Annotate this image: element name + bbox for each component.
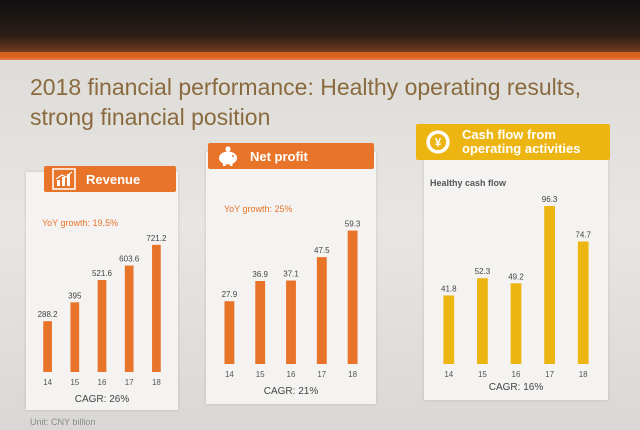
tick-label-17: 17 xyxy=(317,370,326,379)
tick-label-18: 18 xyxy=(152,378,161,387)
tick-label-16: 16 xyxy=(287,370,296,379)
cash-flow-cagr: CAGR: 16% xyxy=(488,382,544,393)
value-label-17: 603.6 xyxy=(119,255,140,264)
value-label-16: 49.2 xyxy=(508,272,524,281)
tick-label-16: 16 xyxy=(512,370,521,379)
net-profit-header: Net profit xyxy=(208,143,374,169)
value-label-18: 59.3 xyxy=(345,220,361,229)
tick-label-15: 15 xyxy=(70,378,79,387)
cash-flow-header: ¥ Cash flow from operating activities xyxy=(416,124,610,160)
slide-top-accent xyxy=(0,52,640,60)
tick-label-14: 14 xyxy=(225,370,234,379)
tick-label-17: 17 xyxy=(545,370,554,379)
cash-flow-subtitle: Healthy cash flow xyxy=(430,178,507,188)
bar-15 xyxy=(477,278,488,364)
bar-17 xyxy=(316,257,327,364)
value-label-18: 721.2 xyxy=(146,234,167,243)
value-label-15: 52.3 xyxy=(475,267,491,276)
bar-18 xyxy=(347,230,358,364)
net-profit-title: Net profit xyxy=(250,148,308,164)
net-profit-panel: YoY growth: 25% 27.9 14 36.9 15 37.1 16 47.5 17… xyxy=(206,152,376,404)
value-label-14: 41.8 xyxy=(441,284,457,293)
piggy-bank-icon xyxy=(219,146,237,166)
bar-17 xyxy=(544,206,555,364)
tick-label-15: 15 xyxy=(256,370,265,379)
bar-17 xyxy=(124,265,134,372)
bar-14 xyxy=(43,321,52,372)
revenue-cagr: CAGR: 26% xyxy=(74,394,130,405)
tick-label-14: 14 xyxy=(444,370,453,379)
coins-icon: ¥ xyxy=(426,130,450,154)
unit-footnote: Unit: CNY billion xyxy=(30,417,96,427)
net-profit-bar-chart: 27.9 14 36.9 15 37.1 16 47.5 17 59.3 18 xyxy=(222,220,361,379)
revenue-panel: YoY growth: 19.5% 288.2 14 395 15 521.6 16 603… xyxy=(26,172,178,410)
bar-14 xyxy=(443,295,455,364)
tick-label-18: 18 xyxy=(579,370,588,379)
tick-label-17: 17 xyxy=(125,378,134,387)
bar-chart-icon xyxy=(52,168,76,190)
bar-14 xyxy=(224,301,235,364)
value-label-17: 96.3 xyxy=(542,195,558,204)
projector-frame xyxy=(0,0,640,58)
bar-18 xyxy=(577,241,589,364)
revenue-subtitle: YoY growth: 19.5% xyxy=(42,218,119,228)
value-label-14: 288.2 xyxy=(38,310,59,319)
bar-15 xyxy=(255,280,266,364)
value-label-18: 74.7 xyxy=(575,230,591,239)
value-label-17: 47.5 xyxy=(314,246,330,255)
svg-text:¥: ¥ xyxy=(435,137,442,150)
value-label-16: 521.6 xyxy=(92,269,113,278)
tick-label-15: 15 xyxy=(478,370,487,379)
bar-15 xyxy=(70,302,80,372)
revenue-header: Revenue xyxy=(44,166,176,192)
tick-label-14: 14 xyxy=(43,378,52,387)
net-profit-subtitle: YoY growth: 25% xyxy=(224,204,293,214)
revenue-title: Revenue xyxy=(86,171,141,187)
cash-flow-title: Cash flow from operating activities xyxy=(462,127,581,156)
bar-16 xyxy=(97,280,107,372)
value-label-15: 36.9 xyxy=(252,270,268,279)
slide-title: 2018 financial performance: Healthy oper… xyxy=(30,74,582,130)
tick-label-18: 18 xyxy=(348,370,357,379)
revenue-bar-chart: 288.2 14 395 15 521.6 16 603.6 17 721.2 18 xyxy=(38,234,167,387)
cash-flow-bar-chart: 41.8 14 52.3 15 49.2 16 96.3 17 74.7 18 xyxy=(441,195,592,379)
bar-18 xyxy=(152,244,161,372)
net-profit-cagr: CAGR: 21% xyxy=(263,386,319,397)
tick-label-16: 16 xyxy=(98,378,107,387)
value-label-16: 37.1 xyxy=(283,270,299,279)
bar-16 xyxy=(510,283,522,364)
bar-16 xyxy=(286,280,296,364)
value-label-15: 395 xyxy=(68,291,82,300)
cash-flow-panel: Healthy cash flow 41.8 14 52.3 15 49.2 16 96.3… xyxy=(424,148,608,400)
value-label-14: 27.9 xyxy=(222,290,238,299)
